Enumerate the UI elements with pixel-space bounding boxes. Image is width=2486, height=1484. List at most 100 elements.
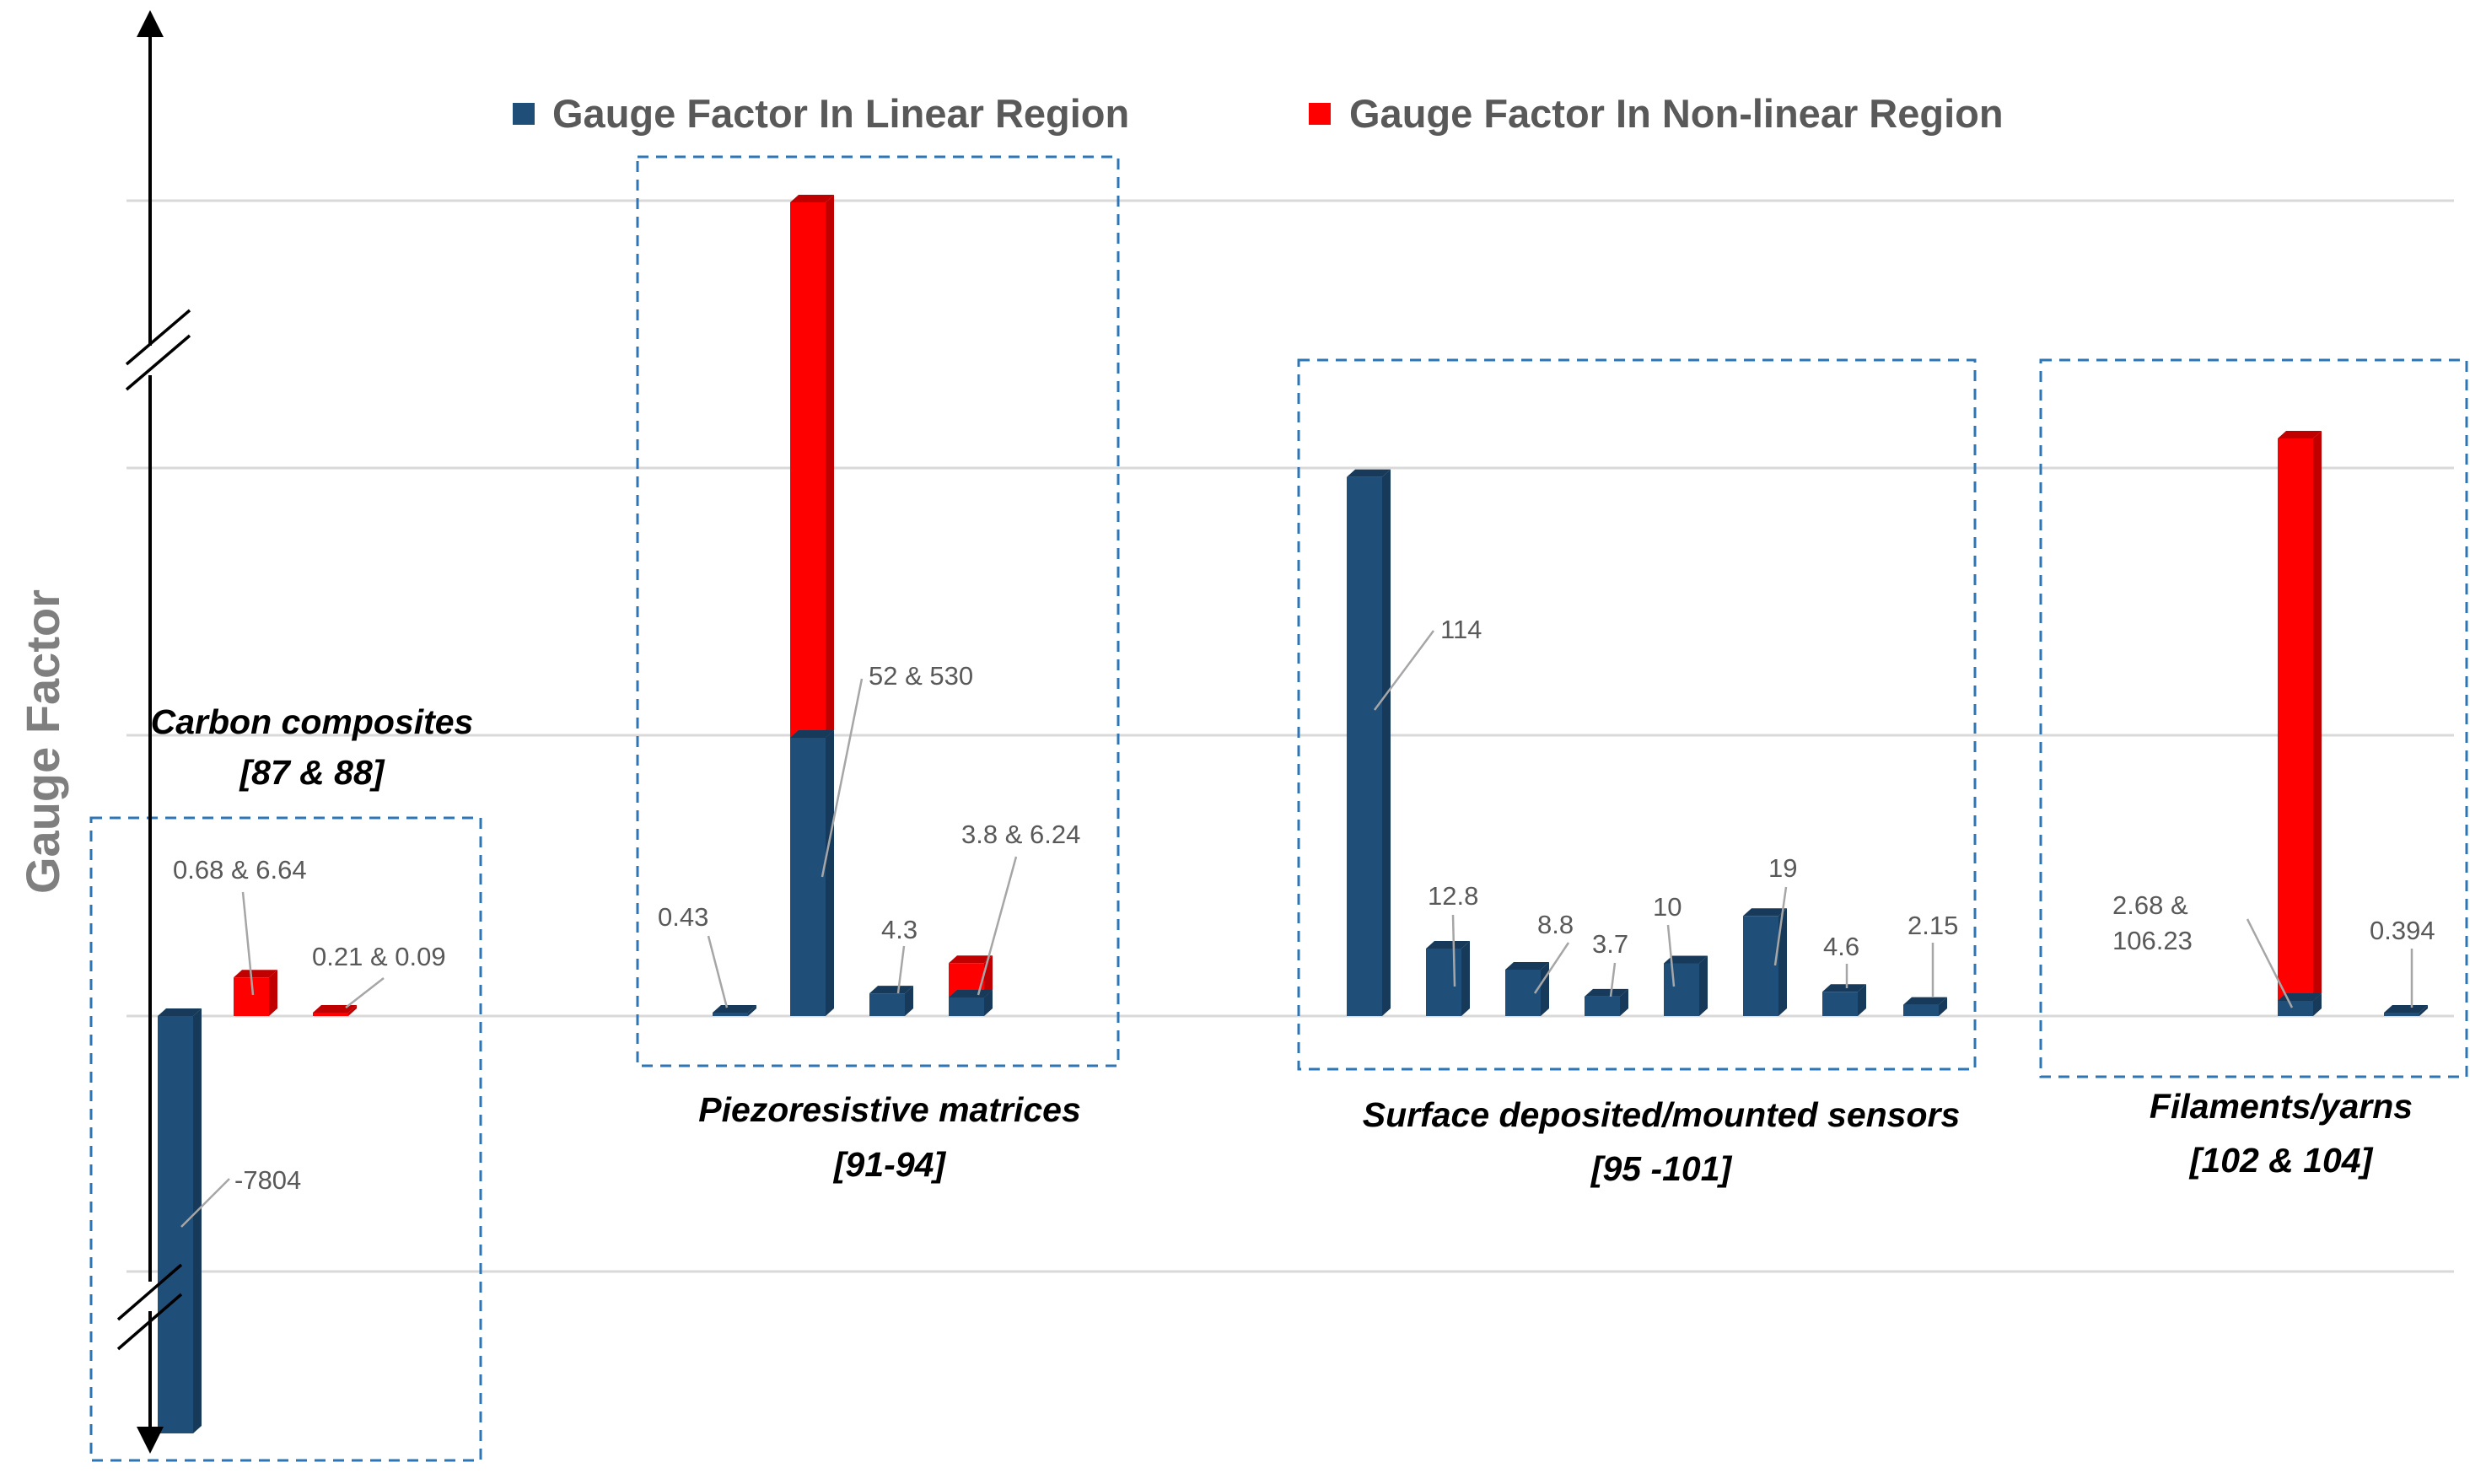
bar-1-0-linear bbox=[713, 1013, 748, 1016]
leader-line-0-1 bbox=[241, 891, 255, 996]
leader-line-1-0 bbox=[707, 935, 729, 1008]
data-label-2-5: 19 bbox=[1768, 853, 1797, 883]
data-label-3-0: 2.68 & 106.23 bbox=[2112, 890, 2193, 955]
legend-label-nonlinear: Gauge Factor In Non-linear Region bbox=[1349, 91, 2004, 136]
legend-swatch-nonlinear bbox=[1309, 103, 1331, 125]
bar-2-0-linear-side bbox=[1382, 469, 1391, 1016]
leader-line-0-2 bbox=[345, 977, 385, 1008]
group-boxes bbox=[89, 155, 2468, 1462]
bar-1-2-linear bbox=[869, 993, 905, 1016]
group-box-0 bbox=[89, 816, 482, 1462]
bar-2-2-linear-side bbox=[1541, 962, 1549, 1016]
bar-0-1-nonlinear-side bbox=[269, 970, 277, 1016]
axis-break-bottom-2 bbox=[116, 1293, 183, 1351]
bar-3-0-nonlinear-side bbox=[2313, 431, 2322, 1001]
bar-1-3-linear bbox=[949, 997, 984, 1016]
axis-break-top-2 bbox=[125, 334, 191, 391]
bar-2-7-linear-top bbox=[1903, 997, 1947, 1005]
bar-2-4-linear-top bbox=[1664, 955, 1708, 964]
leader-line-1-1 bbox=[821, 678, 864, 878]
data-labels: -7804 0.68 & 6.64 0.21 & 0.09 0.43 52 & 530 4… bbox=[173, 615, 2435, 1228]
bar-1-1-linear-top bbox=[790, 730, 834, 738]
bar-2-5-linear-side bbox=[1778, 908, 1787, 1016]
bar-0-2-nonlinear-side bbox=[348, 1005, 357, 1016]
group-label-2-refs: [95 -101] bbox=[1590, 1149, 1733, 1188]
bar-1-1-nonlinear bbox=[790, 202, 826, 738]
bar-3-1-linear-side bbox=[2419, 1005, 2428, 1016]
bar-1-1-linear bbox=[790, 738, 826, 1016]
axis-break-top-1 bbox=[125, 309, 191, 366]
axis-break-bottom-1 bbox=[116, 1263, 183, 1321]
data-label-1-3: 3.8 & 6.24 bbox=[961, 820, 1080, 849]
group-box-1 bbox=[636, 155, 1120, 1067]
data-label-2-3: 3.7 bbox=[1592, 929, 1628, 959]
bar-2-7-linear bbox=[1903, 1004, 1939, 1016]
bar-1-1-linear-side bbox=[826, 730, 834, 1016]
group-label-0-refs: [87 & 88] bbox=[239, 753, 385, 792]
y-axis-label: Gauge Factor bbox=[16, 589, 69, 894]
group-label-0-name: Carbon composites bbox=[151, 702, 474, 741]
bar-2-6-linear bbox=[1822, 992, 1858, 1016]
bar-2-3-linear bbox=[1585, 996, 1620, 1016]
data-label-2-2: 8.8 bbox=[1537, 910, 1574, 939]
leader-line-2-4 bbox=[1666, 924, 1676, 987]
bar-3-0-nonlinear-top bbox=[2278, 431, 2322, 438]
bar-2-5-linear-top bbox=[1743, 908, 1787, 917]
bar-2-6-linear-top bbox=[1822, 984, 1866, 992]
bar-2-6-linear-side bbox=[1858, 984, 1866, 1016]
bar-1-3-nonlinear-top bbox=[949, 955, 993, 964]
legend-label-linear: Gauge Factor In Linear Region bbox=[552, 91, 1129, 136]
bar-2-2-linear-top bbox=[1505, 962, 1549, 970]
leader-line-2-0 bbox=[1373, 630, 1435, 711]
leader-line-1-2 bbox=[896, 945, 906, 994]
y-axis bbox=[116, 10, 191, 1454]
data-label-0-0: -7804 bbox=[234, 1165, 301, 1195]
leader-line-3-0 bbox=[2246, 918, 2294, 1008]
bar-1-0-linear-top bbox=[713, 1005, 756, 1013]
group-box-3 bbox=[2039, 358, 2468, 1078]
bar-0-0-linear-top bbox=[158, 1008, 202, 1016]
legend: Gauge Factor In Linear Region Gauge Fact… bbox=[513, 91, 2004, 136]
data-label-2-1: 12.8 bbox=[1428, 881, 1478, 911]
bar-2-5-linear bbox=[1743, 916, 1778, 1016]
bar-1-0-linear-side bbox=[748, 1005, 756, 1016]
data-label-2-4: 10 bbox=[1653, 892, 1682, 922]
bar-2-4-linear-side bbox=[1699, 955, 1708, 1016]
bar-3-1-linear bbox=[2384, 1013, 2419, 1016]
data-label-0-2: 0.21 & 0.09 bbox=[312, 942, 446, 971]
group-label-3-name: Filaments/yarns bbox=[2150, 1087, 2413, 1126]
bars bbox=[158, 195, 2428, 1433]
bar-1-2-linear-top bbox=[869, 986, 913, 994]
data-label-0-1: 0.68 & 6.64 bbox=[173, 855, 307, 884]
bar-3-1-linear-top bbox=[2384, 1005, 2428, 1013]
group-label-1-name: Piezoresistive matrices bbox=[698, 1090, 1081, 1129]
group-label-1-refs: [91-94] bbox=[832, 1145, 947, 1184]
leader-line-0-0 bbox=[180, 1178, 230, 1228]
legend-swatch-linear bbox=[513, 103, 535, 125]
data-label-2-7: 2.15 bbox=[1908, 911, 1958, 940]
bar-2-3-linear-top bbox=[1585, 988, 1628, 997]
gridlines bbox=[126, 199, 2454, 1273]
group-label-3-refs: [102 & 104] bbox=[2188, 1141, 2374, 1180]
leader-line-2-2 bbox=[1533, 942, 1570, 994]
bar-0-0-linear-side bbox=[193, 1008, 202, 1433]
bar-2-0-linear-top bbox=[1347, 469, 1391, 477]
group-labels: Carbon composites [87 & 88] Piezoresistive… bbox=[151, 702, 2413, 1188]
bar-2-1-linear bbox=[1426, 949, 1461, 1016]
leader-line-2-1 bbox=[1451, 914, 1456, 987]
data-label-2-0: 114 bbox=[1440, 615, 1482, 644]
data-label-1-2: 4.3 bbox=[881, 915, 917, 944]
bar-1-1-nonlinear-top bbox=[790, 195, 834, 202]
bar-2-1-linear-top bbox=[1426, 941, 1470, 949]
bar-3-0-nonlinear bbox=[2278, 438, 2313, 1001]
data-label-1-1: 52 & 530 bbox=[869, 661, 973, 691]
bar-2-3-linear-side bbox=[1620, 988, 1628, 1016]
bar-1-2-linear-side bbox=[905, 986, 913, 1016]
bar-0-2-nonlinear bbox=[313, 1013, 348, 1016]
bar-1-3-linear-top bbox=[949, 990, 993, 997]
bar-2-7-linear-side bbox=[1939, 997, 1947, 1016]
data-label-3-1: 0.394 bbox=[2370, 916, 2435, 945]
bar-1-3-linear-side bbox=[984, 990, 993, 1016]
leader-line-2-3 bbox=[1609, 962, 1617, 997]
